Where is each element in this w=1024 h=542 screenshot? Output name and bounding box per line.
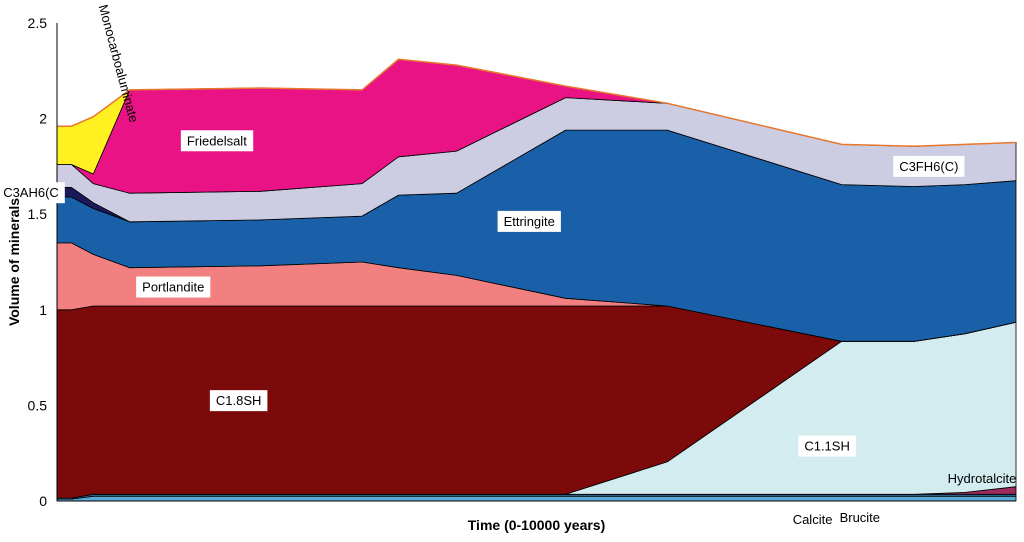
y-tick-label: 0: [39, 493, 47, 509]
total-top-line: [57, 58, 1017, 148]
label-box-c3fh6-c: [893, 155, 965, 177]
label-text-portlandite: Portlandite: [142, 280, 204, 295]
label-text-friedelsalt: Friedelsalt: [187, 133, 247, 148]
label-text-c3fh6-c: C3FH6(C): [899, 159, 958, 174]
label-text-hydrotalcite: Hydrotalcite: [948, 471, 1017, 486]
y-tick-label: 2: [39, 111, 47, 127]
label-box-ettringite: [497, 210, 561, 232]
y-axis-title: Volume of minerals: [6, 198, 22, 326]
label-box-friedelsalt: [180, 130, 254, 152]
y-tick-label: 1: [39, 302, 47, 318]
y-tick-label: 2.5: [28, 15, 48, 31]
label-hydrotalcite: Hydrotalcite: [948, 471, 1017, 486]
x-axis-title: Time (0-10000 years): [468, 517, 606, 533]
label-box-c1-8sh: [209, 390, 268, 412]
area-calcite: [56, 495, 1017, 502]
y-tick-label: 1.5: [28, 206, 48, 222]
label-c3ah6-c: C3AH6(C: [0, 182, 65, 204]
y-tick-labels: 0 0.5 1 1.5 2 2.5: [28, 15, 48, 509]
y-tick-label: 0.5: [28, 397, 48, 413]
label-box-portlandite: [136, 276, 211, 298]
label-text-brucite: Brucite: [840, 510, 880, 525]
label-c1-1sh: C1.1SH: [798, 435, 856, 457]
label-ettringite: Ettringite: [497, 210, 561, 232]
label-text-c3ah6-c: C3AH6(C: [3, 185, 59, 200]
label-calcite: Calcite: [793, 512, 833, 527]
label-text-c1-1sh: C1.1SH: [804, 439, 850, 454]
label-c1-8sh: C1.8SH: [209, 390, 268, 412]
label-box-c1-1sh: [798, 435, 856, 457]
label-c3fh6-c: C3FH6(C): [893, 155, 965, 177]
axes: 0 0.5 1 1.5 2 2.5: [28, 15, 1016, 509]
label-brucite: Brucite: [840, 510, 880, 525]
label-text-c1-8sh: C1.8SH: [216, 393, 262, 408]
label-friedelsalt: Friedelsalt: [180, 130, 254, 152]
label-text-calcite: Calcite: [793, 512, 833, 527]
label-box-c3ah6-c: [0, 182, 65, 204]
label-text-ettringite: Ettringite: [504, 214, 555, 229]
label-portlandite: Portlandite: [136, 276, 211, 298]
area-layers: [56, 58, 1017, 502]
